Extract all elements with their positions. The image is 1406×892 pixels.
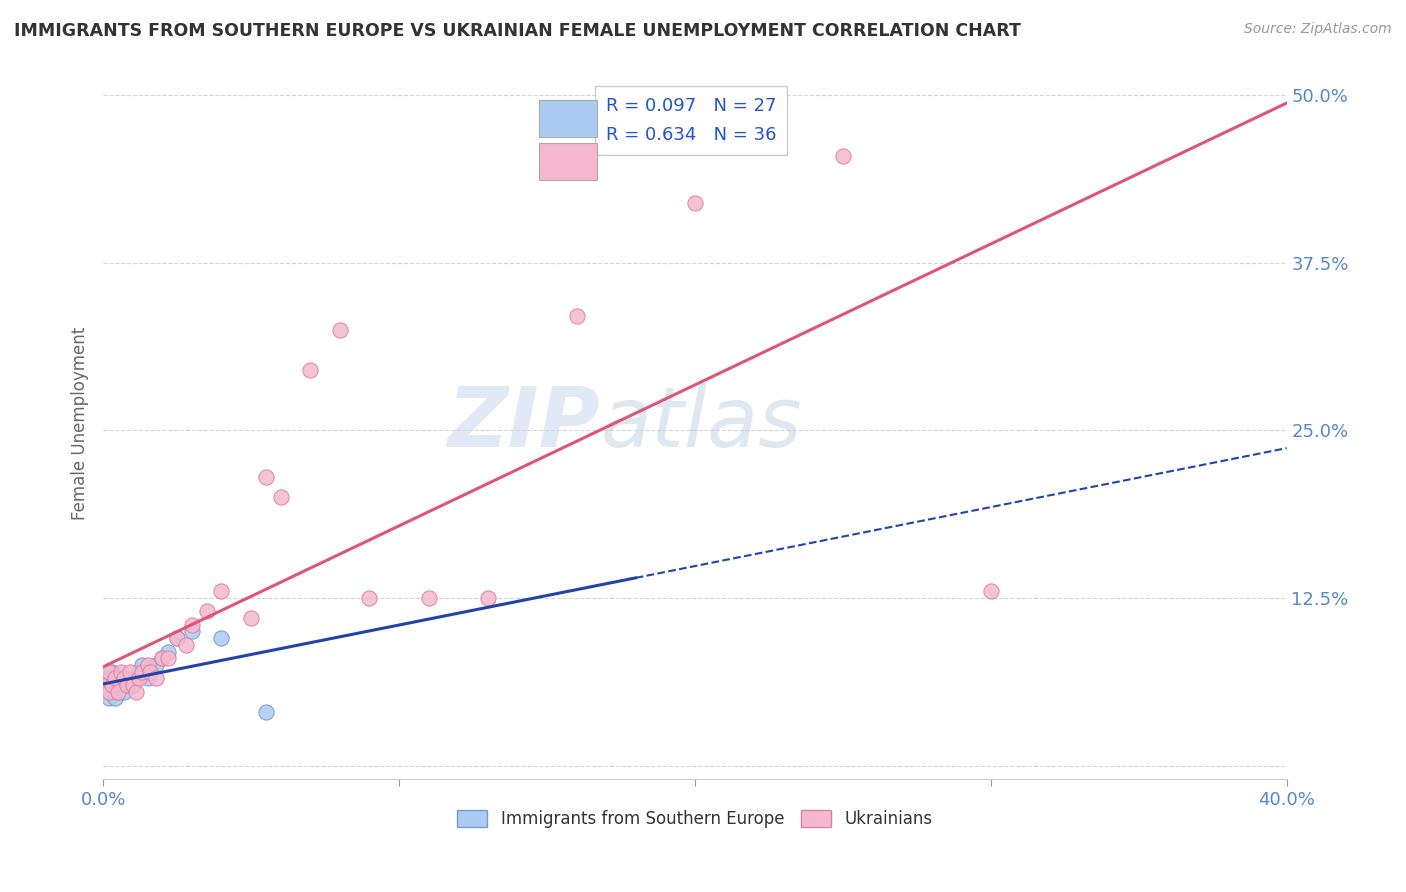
Point (329, 323, 352, 337)
Point (98, 685, 121, 699)
Point (565, 310, 588, 324)
Point (157, 651, 180, 665)
Point (254, 705, 277, 719)
Text: R = 0.097   N = 27
R = 0.634   N = 36: R = 0.097 N = 27 R = 0.634 N = 36 (606, 97, 776, 145)
Point (101, 678, 124, 692)
Point (211, 584, 233, 599)
Point (145, 658, 167, 673)
FancyBboxPatch shape (538, 101, 596, 137)
Point (683, 195, 706, 210)
Point (107, 685, 129, 699)
Point (104, 691, 127, 706)
Point (101, 665, 124, 679)
Point (124, 685, 146, 699)
Point (110, 678, 132, 692)
Point (94, 672, 117, 686)
FancyBboxPatch shape (538, 143, 596, 180)
Point (121, 678, 143, 692)
Point (831, 148, 853, 162)
Point (180, 617, 202, 632)
Point (136, 658, 159, 673)
Point (180, 624, 202, 639)
Point (121, 678, 143, 692)
Point (166, 631, 188, 645)
Point (115, 678, 138, 692)
Point (118, 678, 141, 692)
Point (477, 591, 499, 605)
Text: IMMIGRANTS FROM SOUTHERN EUROPE VS UKRAINIAN FEMALE UNEMPLOYMENT CORRELATION CHA: IMMIGRANTS FROM SOUTHERN EUROPE VS UKRAI… (14, 22, 1021, 40)
Point (107, 685, 129, 699)
Point (104, 678, 127, 692)
Point (107, 672, 129, 686)
Point (270, 491, 292, 505)
Point (98, 678, 121, 692)
Point (124, 672, 146, 686)
Point (136, 672, 159, 686)
Point (150, 651, 173, 665)
Point (157, 644, 180, 658)
Point (418, 591, 440, 605)
Point (94, 678, 117, 692)
Point (98, 665, 121, 679)
Point (195, 604, 218, 618)
Point (139, 665, 162, 679)
Point (131, 665, 153, 679)
Point (145, 672, 167, 686)
Point (211, 631, 233, 645)
Point (254, 470, 277, 484)
Point (139, 665, 162, 679)
Text: ZIP: ZIP (447, 384, 600, 464)
Point (118, 665, 141, 679)
Point (110, 665, 132, 679)
Point (299, 363, 322, 377)
Y-axis label: Female Unemployment: Female Unemployment (72, 327, 89, 520)
Point (166, 631, 188, 645)
Point (150, 651, 173, 665)
Text: Source: ZipAtlas.com: Source: ZipAtlas.com (1244, 22, 1392, 37)
Legend: Immigrants from Southern Europe, Ukrainians: Immigrants from Southern Europe, Ukraini… (451, 803, 939, 835)
Point (115, 678, 138, 692)
Point (94, 685, 117, 699)
Point (128, 665, 150, 679)
Point (359, 591, 381, 605)
Point (104, 672, 127, 686)
Point (174, 638, 197, 652)
Point (98, 691, 121, 706)
Point (240, 611, 263, 625)
Point (112, 685, 135, 699)
Point (101, 685, 124, 699)
Point (128, 672, 150, 686)
Point (980, 584, 1002, 599)
Text: atlas: atlas (600, 384, 801, 464)
Point (112, 672, 135, 686)
Point (131, 658, 153, 673)
